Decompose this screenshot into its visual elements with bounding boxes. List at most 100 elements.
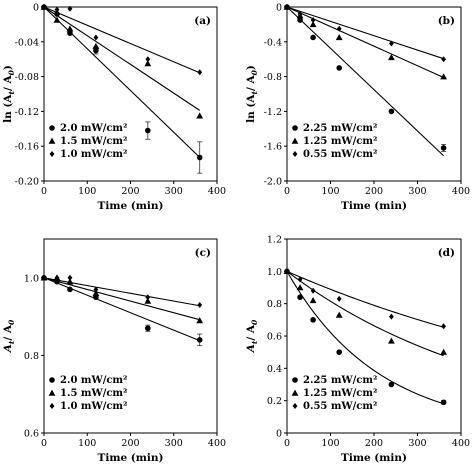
data-point-triangle [144,60,152,67]
legend-label: 1.25 mW/cm² [303,136,377,147]
y-tick-label: -1.2 [264,107,282,118]
data-point-diamond [93,34,99,41]
legend-marker-diamond [49,151,55,157]
x-axis-label: Time (min) [341,452,407,464]
chart-panel-1: 0 100 200 300 400 0 -0.04 -0.08 -0.12 -0.16 -0.20 T… [2,3,226,213]
data-point-diamond [310,287,316,294]
x-tick-label: 300 [408,438,426,449]
fit-line [43,6,200,74]
legend-marker-triangle [48,389,56,396]
data-point-circle [196,337,203,343]
fit-line [43,6,201,158]
data-point-circle [310,34,316,41]
x-tick-label: 0 [41,438,47,449]
panel-label: (a) [194,15,211,27]
data-point-circle [67,30,73,36]
x-tick-label: 100 [321,438,339,449]
y-tick-label: 0 [33,3,39,14]
data-point-diamond [41,274,47,281]
legend-label: 0.55 mW/cm² [303,401,377,412]
data-point-circle [310,317,316,323]
data-point-triangle [66,25,74,32]
series-3 [41,274,203,308]
y-axis-label: At/ A0 [245,319,259,353]
legend: 2.0 mW/cm² 1.5 mW/cm² 1.0 mW/cm² [48,123,127,160]
y-axis-label-part: ) [245,65,257,70]
data-point-diamond [93,286,99,293]
legend-label: 1.5 mW/cm² [60,388,127,399]
data-point-diamond [67,274,73,281]
y-tick-label: -0.12 [15,107,39,118]
series-2 [283,3,447,80]
data-point-diamond [284,4,290,10]
data-point-diamond [336,25,342,32]
y-tick-label: -0.4 [264,37,282,48]
fit-curve [286,270,444,328]
x-tick-label: 300 [165,186,183,197]
data-point-circle [336,349,343,355]
legend-marker-triangle [291,137,299,144]
legend-label: 2.0 mW/cm² [60,375,127,386]
fit-line [286,6,444,157]
panel-label: (d) [438,247,455,259]
data-point-diamond [441,323,446,330]
y-axis-label-part: 0 [7,319,16,325]
legend: 2.25 mW/cm² 1.25 mW/cm² 0.55 mW/cm² [291,375,377,412]
x-tick-label: 200 [365,186,383,197]
y-axis-label: ln (At/ A0) [245,65,259,123]
chart-panel-2: 0 100 200 300 400 0 -0.4 -0.8 -1.2 -1.6 -2.0 Time (… [245,3,470,213]
y-tick-label: 1.2 [267,235,282,246]
legend-marker-circle [49,125,55,131]
data-point-circle [297,17,303,23]
series-3 [284,268,446,330]
data-point-triangle [335,311,343,318]
y-axis-label-part: 0 [7,69,16,75]
series-3 [41,4,203,76]
fit-line [286,6,444,78]
y-axis-label-part: ln (A [245,94,257,123]
y-tick-label: 0 [276,429,282,440]
x-tick-label: 100 [78,438,96,449]
data-point-diamond [145,56,151,63]
data-point-diamond [54,274,60,281]
data-point-diamond [197,301,203,308]
data-point-circle [145,325,151,332]
y-axis-label-part: A [2,344,14,353]
fit-line [43,277,200,307]
panel-label: (c) [195,247,211,259]
y-axis-label: At/ A0 [2,319,16,353]
y-axis-label-part: A [245,344,257,353]
y-tick-label: -0.8 [264,72,282,83]
data-point-triangle [335,34,343,41]
y-axis-label-part: t [250,90,259,94]
data-point-triangle [388,54,395,61]
data-point-triangle [309,21,317,28]
x-tick-label: 0 [284,186,290,197]
series-1 [284,268,447,406]
data-point-diamond [67,5,73,12]
y-tick-label: 0.8 [24,351,39,362]
data-point-triangle [92,42,100,49]
x-tick-label: 300 [165,438,183,449]
legend-label: 0.55 mW/cm² [303,149,377,160]
panel-label: (b) [438,15,455,27]
legend-label: 1.0 mW/cm² [60,401,127,412]
data-point-circle [297,294,303,301]
x-tick-label: 0 [284,438,290,449]
data-point-circle [336,65,343,71]
y-axis-label: ln (At/ A0) [2,65,16,123]
y-axis-label-part: ln (A [2,94,14,123]
x-tick-label: 200 [121,186,139,197]
data-point-diamond [145,294,151,301]
x-axis-label: Time (min) [341,200,407,212]
data-point-circle [93,47,99,54]
x-tick-label: 100 [78,186,96,197]
y-tick-label: -2.0 [264,177,282,188]
x-tick-label: 100 [321,186,339,197]
series-2 [283,267,447,357]
x-tick-label: 400 [452,438,470,449]
x-tick-label: 400 [208,186,226,197]
data-point-triangle [309,297,317,304]
